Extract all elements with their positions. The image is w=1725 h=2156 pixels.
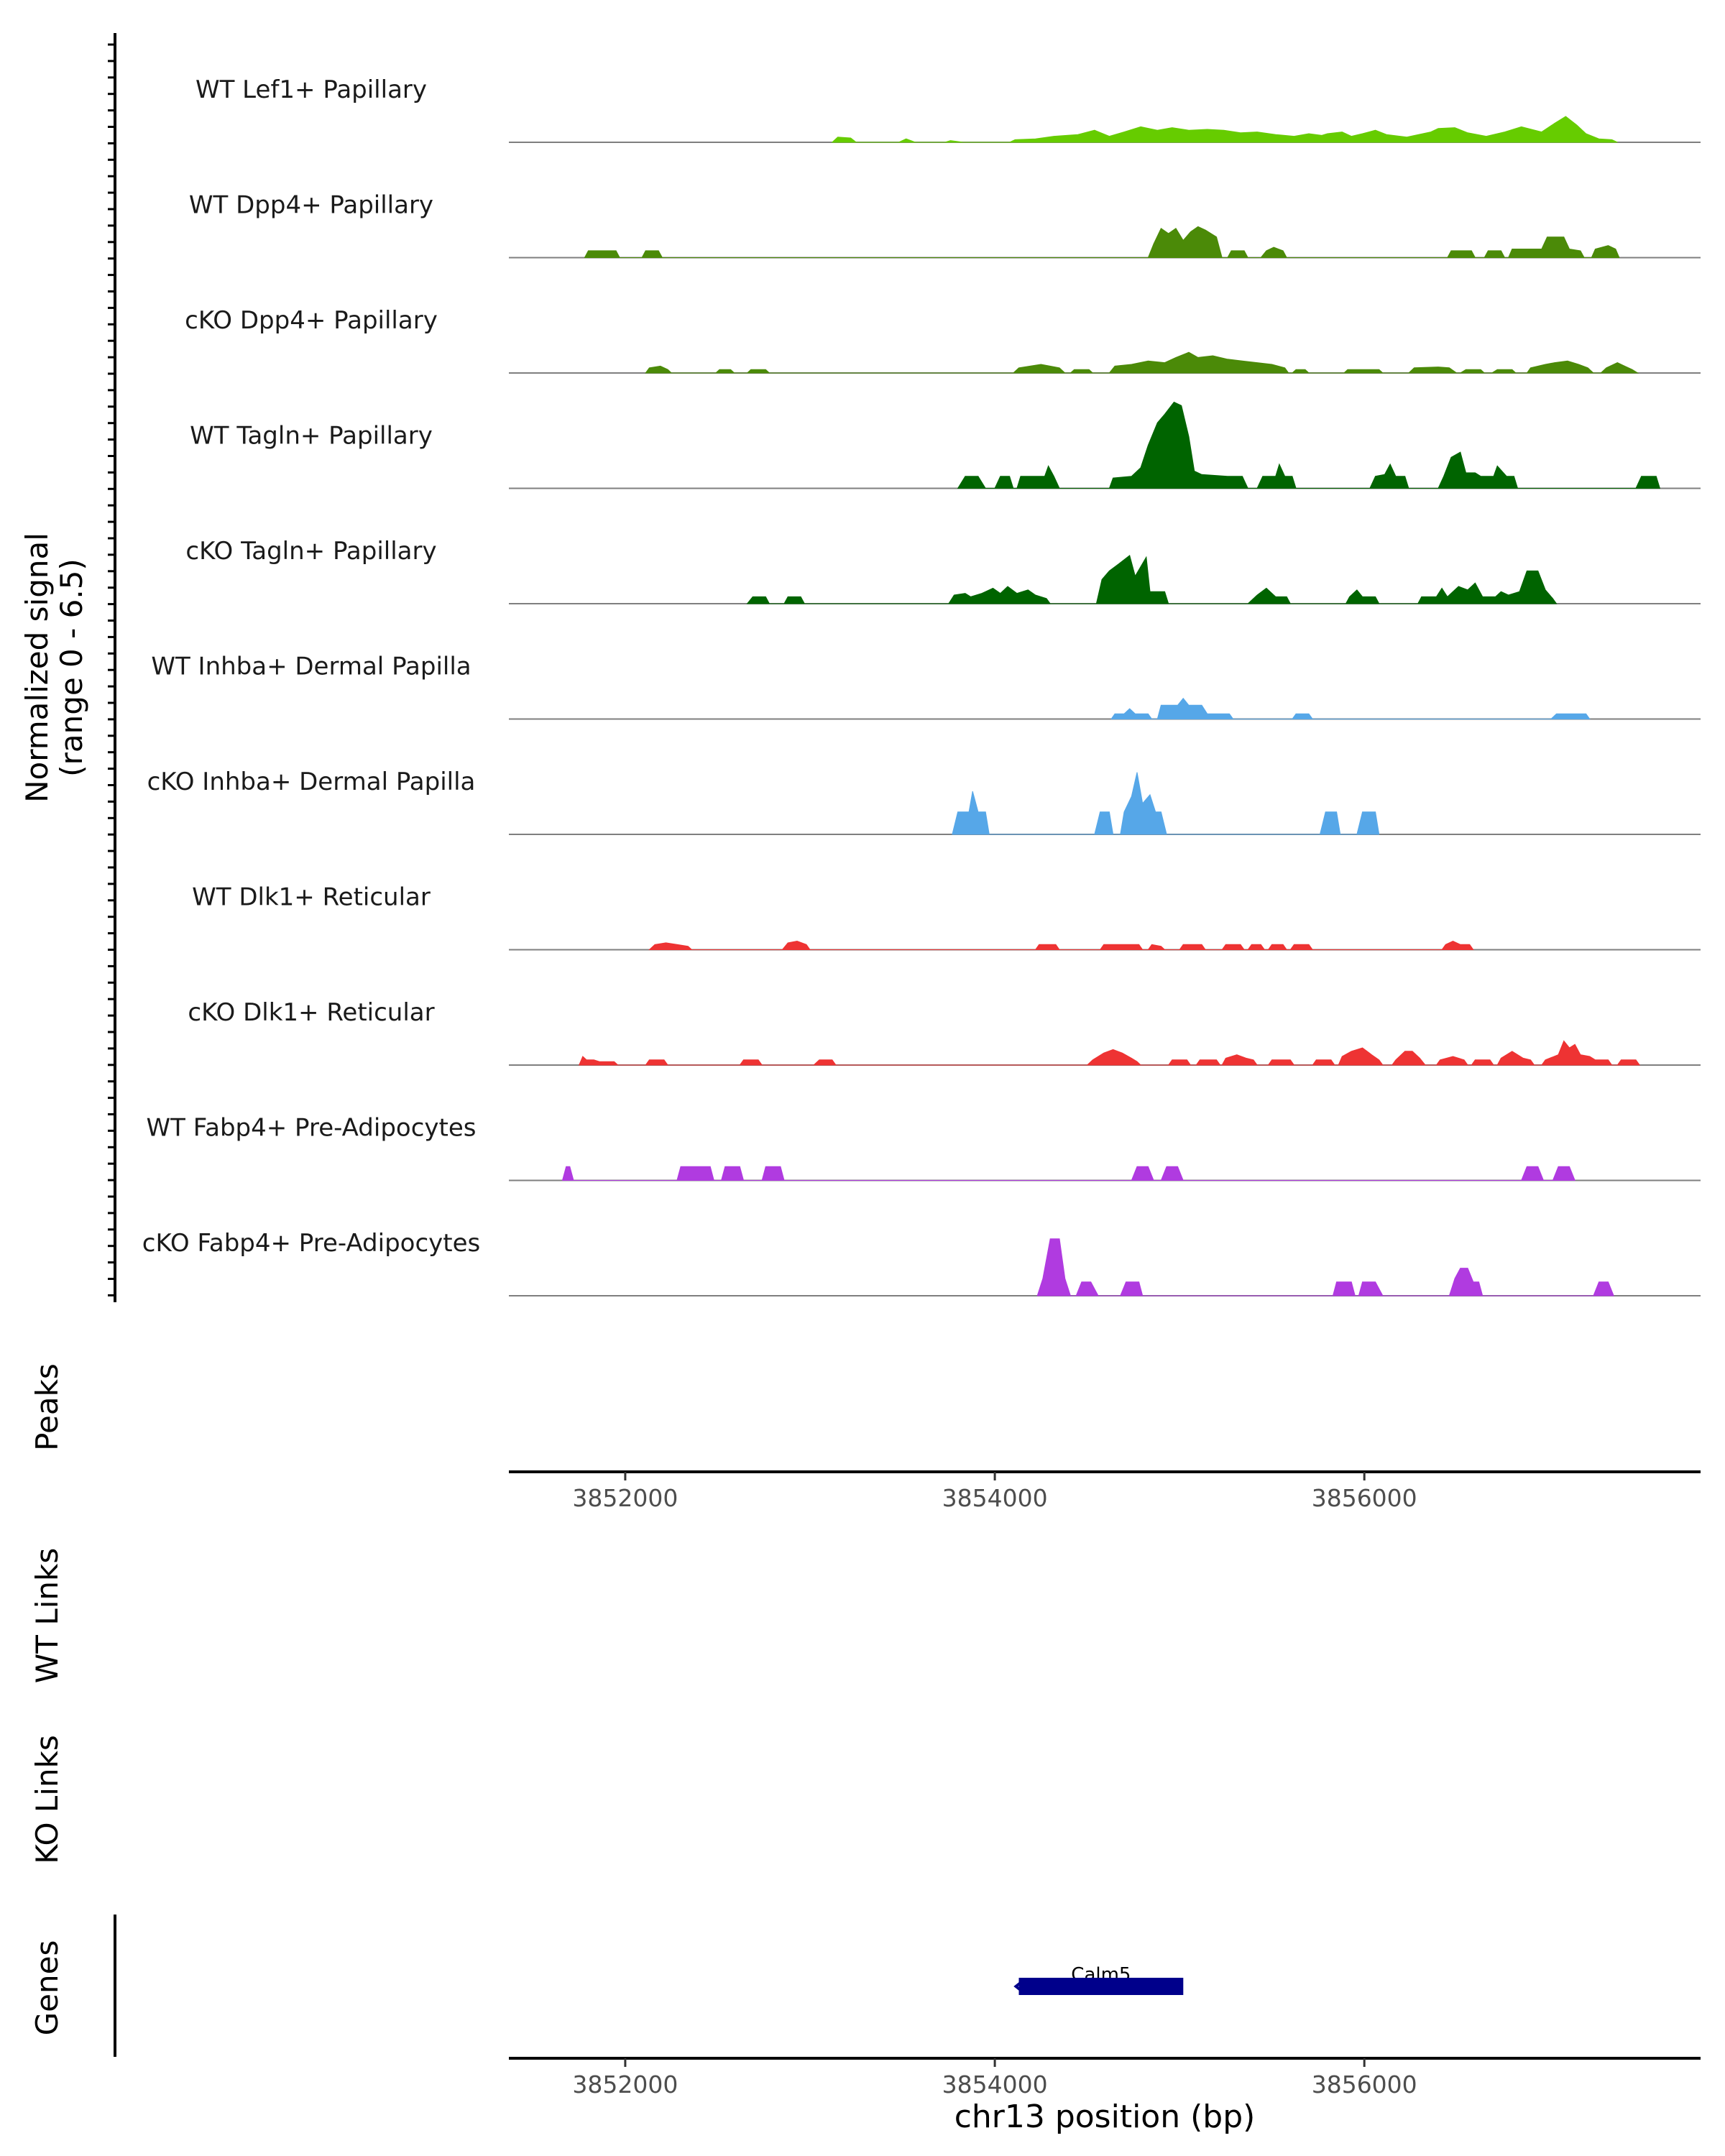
coverage-track: cKO Fabp4+ Pre-Adipocytes [142, 1229, 1701, 1296]
track-label: WT Tagln+ Papillary [190, 422, 433, 451]
track-label: cKO Tagln+ Papillary [185, 537, 436, 566]
signal-axis-title: Normalized signal [19, 533, 55, 803]
x-tick-label: 3852000 [572, 2070, 678, 2099]
x-tick-label: 3854000 [942, 1484, 1048, 1512]
track-label: WT Lef1+ Papillary [196, 75, 427, 104]
coverage-area [561, 1166, 1576, 1181]
signal-axis-ticks [108, 43, 115, 1296]
coverage-track: WT Dlk1+ Reticular [192, 883, 1701, 951]
x-axis-title: chr13 position (bp) [954, 2099, 1256, 2135]
track-label: WT Fabp4+ Pre-Adipocytes [147, 1114, 477, 1143]
track-label: cKO Dlk1+ Reticular [188, 998, 434, 1027]
ko-links-panel-label: KO Links [29, 1735, 65, 1864]
coverage-area [957, 401, 1661, 489]
coverage-tracks: WT Lef1+ Papillary WT Dpp4+ Papillary cKO … [142, 75, 1701, 1296]
coverage-area [1036, 1238, 1614, 1296]
peaks-x-axis-ticks: 3852000 3854000 3856000 [572, 1472, 1417, 1512]
coverage-track: cKO Dpp4+ Papillary [185, 306, 1701, 374]
genes-x-axis-ticks: 3852000 3854000 3856000 [572, 2058, 1417, 2099]
x-tick-label: 3856000 [1312, 2070, 1417, 2099]
coverage-track: cKO Tagln+ Papillary [185, 537, 1701, 604]
track-label: WT Dpp4+ Papillary [189, 191, 433, 220]
coverage-track: WT Dpp4+ Papillary [189, 191, 1701, 259]
coverage-area [578, 1040, 1641, 1066]
coverage-area [645, 351, 1639, 374]
x-tick-label: 3856000 [1312, 1484, 1417, 1512]
gene-strand-marker [1013, 1979, 1024, 1994]
track-label: WT Dlk1+ Reticular [192, 883, 431, 912]
wt-links-panel-label: WT Links [29, 1548, 65, 1683]
coverage-track: WT Tagln+ Papillary [190, 401, 1701, 489]
track-label: cKO Inhba+ Dermal Papilla [147, 768, 476, 796]
coverage-area [746, 554, 1558, 604]
x-tick-label: 3854000 [942, 2070, 1048, 2099]
coverage-track: WT Fabp4+ Pre-Adipocytes [147, 1114, 1701, 1181]
track-label: cKO Fabp4+ Pre-Adipocytes [142, 1229, 481, 1258]
coverage-track: WT Inhba+ Dermal Papilla [151, 653, 1701, 720]
coverage-area [584, 226, 1620, 258]
coverage-area [952, 772, 1380, 835]
track-label: WT Inhba+ Dermal Papilla [151, 653, 471, 681]
coverage-track: cKO Dlk1+ Reticular [188, 998, 1701, 1066]
coverage-track: WT Lef1+ Papillary [196, 75, 1701, 143]
coverage-area [1110, 697, 1591, 719]
coverage-track: cKO Inhba+ Dermal Papilla [147, 768, 1701, 835]
gene-body [1018, 1978, 1184, 1995]
genes-panel-label: Genes [29, 1940, 65, 2036]
x-tick-label: 3852000 [572, 1484, 678, 1512]
coverage-area [831, 116, 1618, 143]
track-label: cKO Dpp4+ Papillary [185, 306, 438, 335]
peaks-panel-label: Peaks [29, 1363, 65, 1451]
coverage-area [648, 940, 1474, 950]
signal-axis-range-label: (range 0 - 6.5) [54, 558, 89, 777]
